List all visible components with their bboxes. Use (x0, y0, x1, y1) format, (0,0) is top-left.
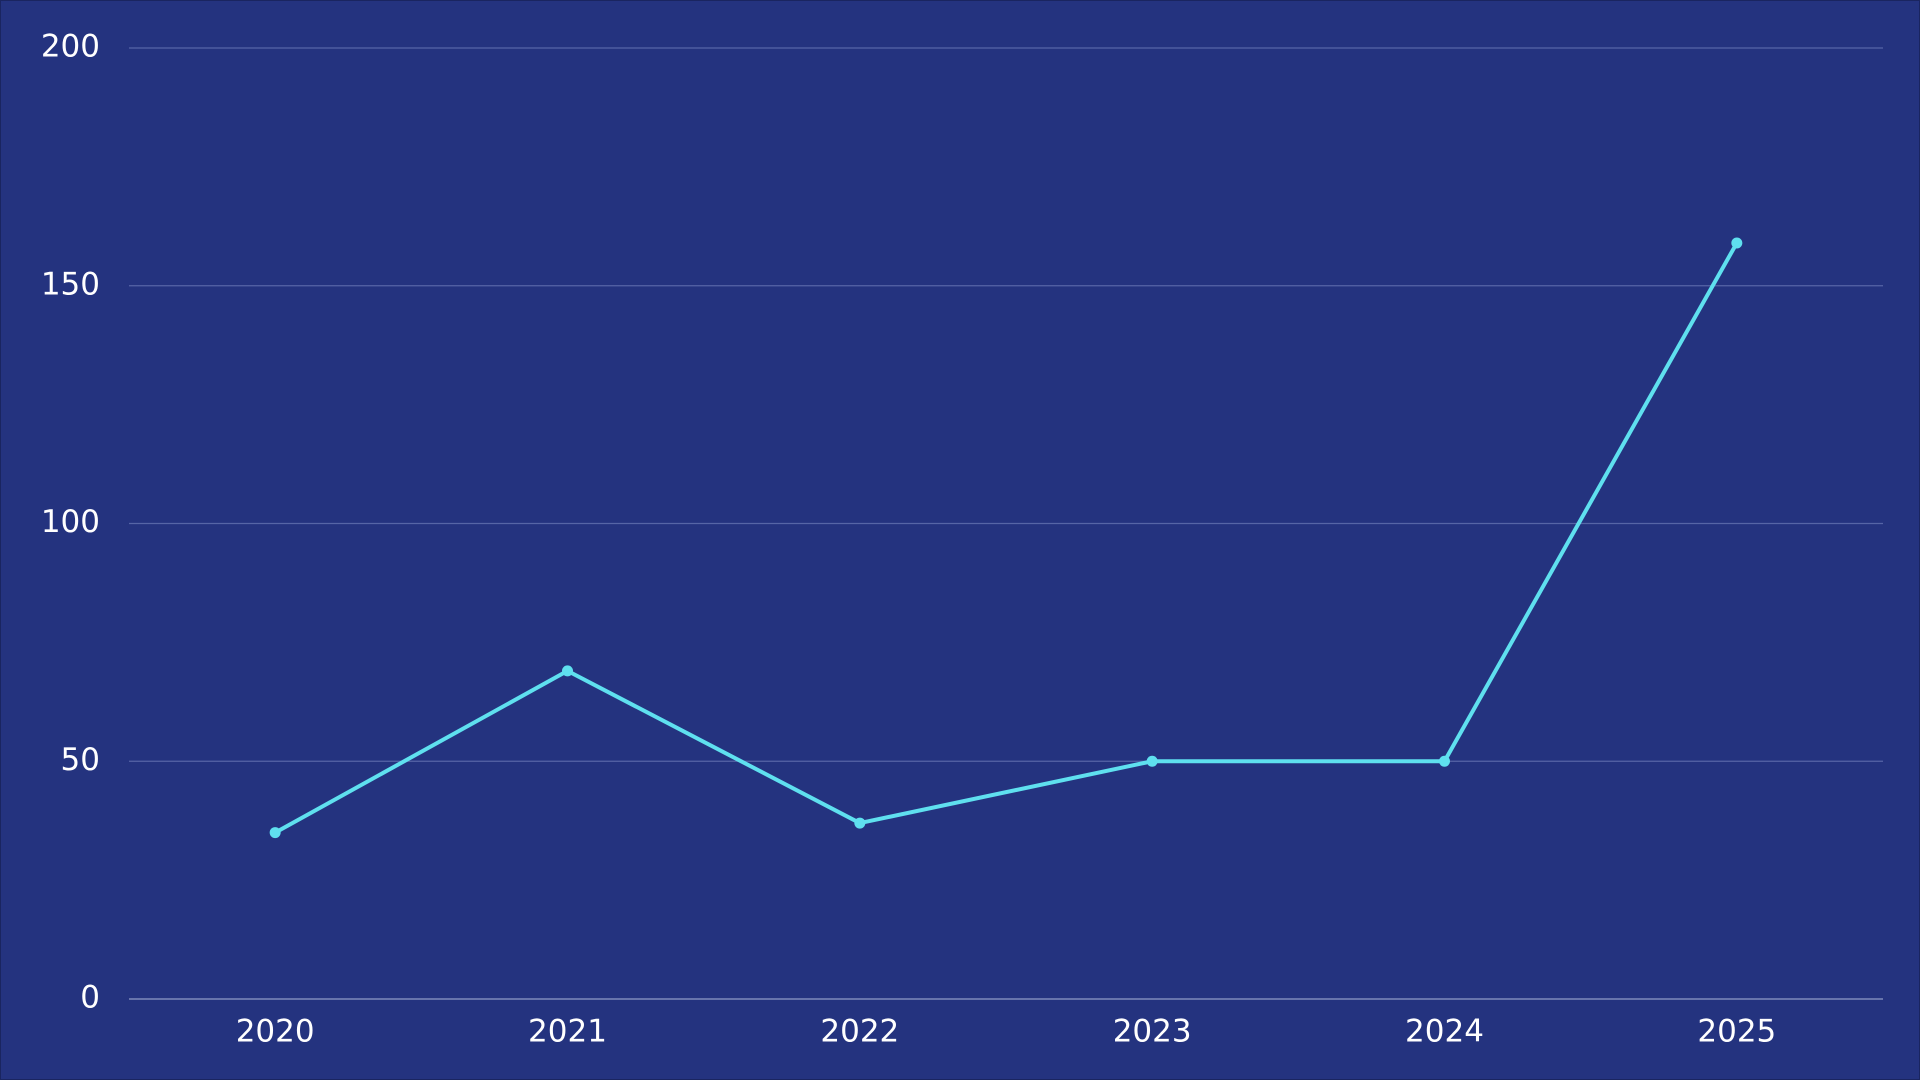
x-tick-label: 2022 (820, 1014, 899, 1050)
data-point (854, 817, 866, 829)
x-tick-label: 2025 (1697, 1014, 1776, 1050)
x-tick-label: 2020 (236, 1014, 315, 1050)
y-tick-label: 200 (41, 29, 100, 65)
data-point (1439, 755, 1450, 767)
y-tick-label: 0 (80, 980, 100, 1016)
data-point (1146, 755, 1158, 767)
data-point (269, 827, 281, 839)
data-point (1731, 237, 1743, 249)
data-point (562, 665, 573, 677)
x-tick-label: 2023 (1113, 1014, 1192, 1050)
x-tick-label: 2021 (528, 1014, 607, 1050)
line-series (274, 241, 1739, 835)
y-tick-label: 50 (61, 742, 100, 778)
y-tick-label: 100 (41, 504, 100, 540)
x-tick-label: 2024 (1405, 1014, 1484, 1050)
y-tick-label: 150 (41, 266, 100, 302)
